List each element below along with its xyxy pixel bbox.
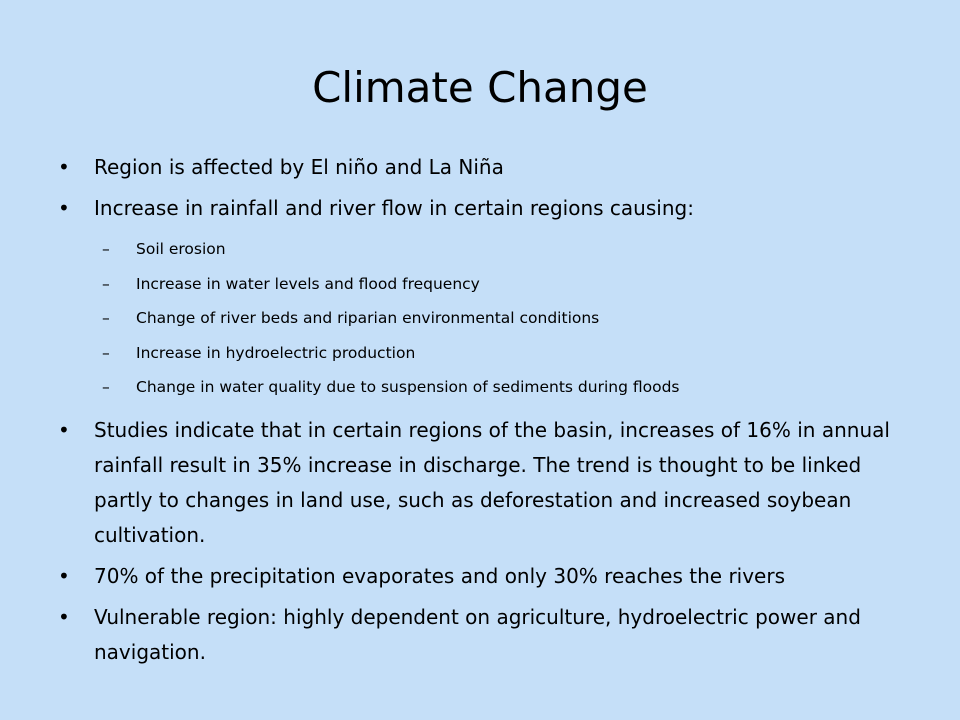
bullet-item: • Region is affected by El niño and La N… xyxy=(58,150,918,185)
sub-bullet-text: Soil erosion xyxy=(136,240,226,258)
bullet-icon: • xyxy=(58,604,70,629)
bullet-text: Increase in rainfall and river flow in c… xyxy=(94,196,694,220)
bullet-icon: • xyxy=(58,155,70,179)
sub-bullet-text: Change of river beds and riparian enviro… xyxy=(136,309,600,327)
bullet-item: • Studies indicate that in certain regio… xyxy=(58,413,918,553)
sub-bullet-item: – Change in water quality due to suspens… xyxy=(58,370,918,405)
bullet-icon: • xyxy=(58,417,70,442)
bullet-text: 70% of the precipitation evaporates and … xyxy=(94,563,786,588)
sub-bullet-list: – Soil erosion – Increase in water level… xyxy=(58,232,918,405)
bullet-item: • Vulnerable region: highly dependent on… xyxy=(58,600,918,670)
sub-bullet-text: Increase in hydroelectric production xyxy=(136,343,416,362)
bullet-text: Studies indicate that in certain regions… xyxy=(94,417,890,547)
bullet-text: Vulnerable region: highly dependent on a… xyxy=(94,604,861,664)
bullet-icon: • xyxy=(58,563,70,588)
dash-icon: – xyxy=(102,274,110,293)
dash-icon: – xyxy=(102,240,110,258)
sub-bullet-text: Increase in water levels and flood frequ… xyxy=(136,274,480,293)
bullet-list: • Region is affected by El niño and La N… xyxy=(58,150,918,676)
dash-icon: – xyxy=(102,378,110,396)
bullet-icon: • xyxy=(58,196,70,220)
dash-icon: – xyxy=(102,343,110,362)
bullet-text: Region is affected by El niño and La Niñ… xyxy=(94,155,504,179)
sub-bullet-item: – Soil erosion xyxy=(58,232,918,267)
sub-bullet-item: – Increase in hydroelectric production xyxy=(58,336,918,371)
bullet-item: • Increase in rainfall and river flow in… xyxy=(58,191,918,226)
sub-bullet-item: – Change of river beds and riparian envi… xyxy=(58,301,918,336)
dash-icon: – xyxy=(102,309,110,327)
bullet-item: • 70% of the precipitation evaporates an… xyxy=(58,559,918,594)
sub-bullet-text: Change in water quality due to suspensio… xyxy=(136,378,680,396)
sub-bullet-item: – Increase in water levels and flood fre… xyxy=(58,267,918,302)
slide-title: Climate Change xyxy=(312,63,648,112)
